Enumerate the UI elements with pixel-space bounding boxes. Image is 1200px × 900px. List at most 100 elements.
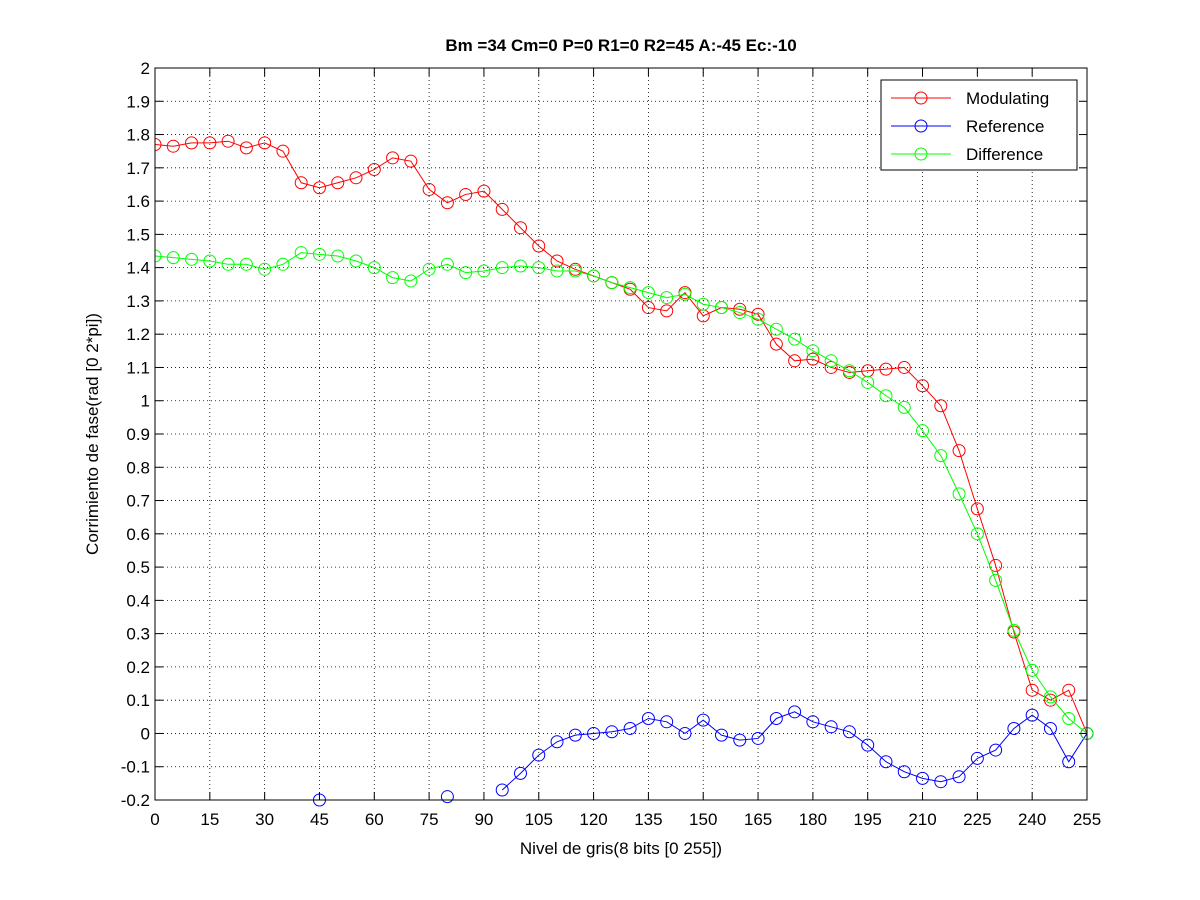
data-point-reference (440, 790, 454, 804)
data-point-difference (166, 251, 180, 265)
y-tick-label: 0.6 (126, 525, 150, 544)
data-point-difference (1062, 711, 1076, 725)
data-point-modulating (221, 134, 235, 148)
data-point-difference (550, 264, 564, 278)
data-point-modulating (970, 502, 984, 516)
data-point-reference (824, 720, 838, 734)
data-point-difference (623, 281, 637, 295)
data-point-reference (495, 783, 509, 797)
data-point-modulating (276, 144, 290, 158)
x-tick-label: 75 (420, 810, 439, 829)
data-point-reference (769, 711, 783, 725)
legend-marker-modulating (914, 91, 928, 105)
y-tick-label: 1.3 (126, 292, 150, 311)
data-point-difference (916, 424, 930, 438)
data-point-modulating (550, 254, 564, 268)
data-point-difference (477, 264, 491, 278)
y-tick-label: 1.7 (126, 159, 150, 178)
data-point-difference (568, 264, 582, 278)
data-point-difference (1043, 690, 1057, 704)
data-point-difference (1007, 623, 1021, 637)
y-tick-label: 0.1 (126, 691, 150, 710)
data-point-reference (641, 711, 655, 725)
data-point-reference (897, 765, 911, 779)
data-point-difference (788, 332, 802, 346)
data-point-reference (1043, 721, 1057, 735)
data-point-difference (532, 261, 546, 275)
data-point-difference (1025, 663, 1039, 677)
data-point-modulating (495, 202, 509, 216)
y-tick-label: 0.4 (126, 591, 150, 610)
data-point-modulating (879, 362, 893, 376)
data-point-modulating (258, 136, 272, 150)
data-point-modulating (788, 354, 802, 368)
data-point-modulating (459, 187, 473, 201)
data-point-difference (952, 487, 966, 501)
data-point-reference (916, 771, 930, 785)
data-point-reference (550, 735, 564, 749)
data-point-modulating (769, 337, 783, 351)
data-point-modulating (733, 302, 747, 316)
data-point-reference (806, 715, 820, 729)
data-point-reference (1062, 755, 1076, 769)
y-tick-label: 2 (141, 59, 150, 78)
data-point-modulating (1062, 683, 1076, 697)
data-point-modulating (806, 352, 820, 366)
data-point-difference (989, 573, 1003, 587)
x-tick-label: 180 (799, 810, 827, 829)
y-tick-label: 1 (141, 392, 150, 411)
data-point-reference (532, 748, 546, 762)
data-point-difference (842, 364, 856, 378)
data-point-reference (1025, 708, 1039, 722)
data-point-difference (155, 249, 162, 263)
data-point-difference (970, 527, 984, 541)
legend-label-difference: Difference (966, 145, 1043, 164)
data-point-difference (294, 246, 308, 260)
series-modulating (155, 134, 1094, 740)
data-point-difference (861, 375, 875, 389)
x-tick-label: 210 (908, 810, 936, 829)
x-tick-label: 195 (854, 810, 882, 829)
y-tick-label: 0.3 (126, 625, 150, 644)
y-tick-label: 1.9 (126, 92, 150, 111)
data-point-difference (733, 306, 747, 320)
data-point-modulating (155, 138, 162, 152)
y-axis-label: Corrimiento de fase(rad [0 2*pi]) (83, 313, 102, 555)
data-point-reference (989, 743, 1003, 757)
data-point-difference (897, 400, 911, 414)
y-tick-label: 1.5 (126, 225, 150, 244)
x-tick-label: 30 (255, 810, 274, 829)
x-tick-label: 135 (634, 810, 662, 829)
data-point-modulating (916, 379, 930, 393)
data-point-difference (934, 449, 948, 463)
x-tick-label: 165 (744, 810, 772, 829)
data-point-modulating (660, 304, 674, 318)
series-difference (155, 246, 1094, 740)
data-point-modulating (166, 139, 180, 153)
data-point-difference (513, 259, 527, 273)
data-point-reference (733, 733, 747, 747)
data-point-modulating (952, 444, 966, 458)
data-point-difference (331, 249, 345, 263)
data-point-reference (623, 721, 637, 735)
data-point-modulating (203, 136, 217, 150)
x-tick-label: 90 (474, 810, 493, 829)
y-tick-label: 1.8 (126, 126, 150, 145)
legend-label-reference: Reference (966, 117, 1044, 136)
axis-ticks: 0 15 30 45 60 75 90 105 120 135 150 165 180 195 210 225… (121, 59, 1101, 829)
x-tick-label: 60 (365, 810, 384, 829)
y-tick-label: 0.2 (126, 658, 150, 677)
data-point-difference (422, 262, 436, 276)
chart-title: Bm =34 Cm=0 P=0 R1=0 R2=45 A:-45 Ec:-10 (445, 36, 796, 55)
legend-marker-difference (914, 147, 928, 161)
data-point-reference (587, 726, 601, 740)
y-tick-label: 0.8 (126, 458, 150, 477)
data-point-modulating (824, 360, 838, 374)
data-point-reference (1007, 721, 1021, 735)
legend: Modulating Reference Difference (880, 79, 1078, 171)
data-point-modulating (1043, 693, 1057, 707)
data-point-difference (587, 269, 601, 283)
y-tick-label: 0.5 (126, 558, 150, 577)
y-tick-label: 1.1 (126, 358, 150, 377)
